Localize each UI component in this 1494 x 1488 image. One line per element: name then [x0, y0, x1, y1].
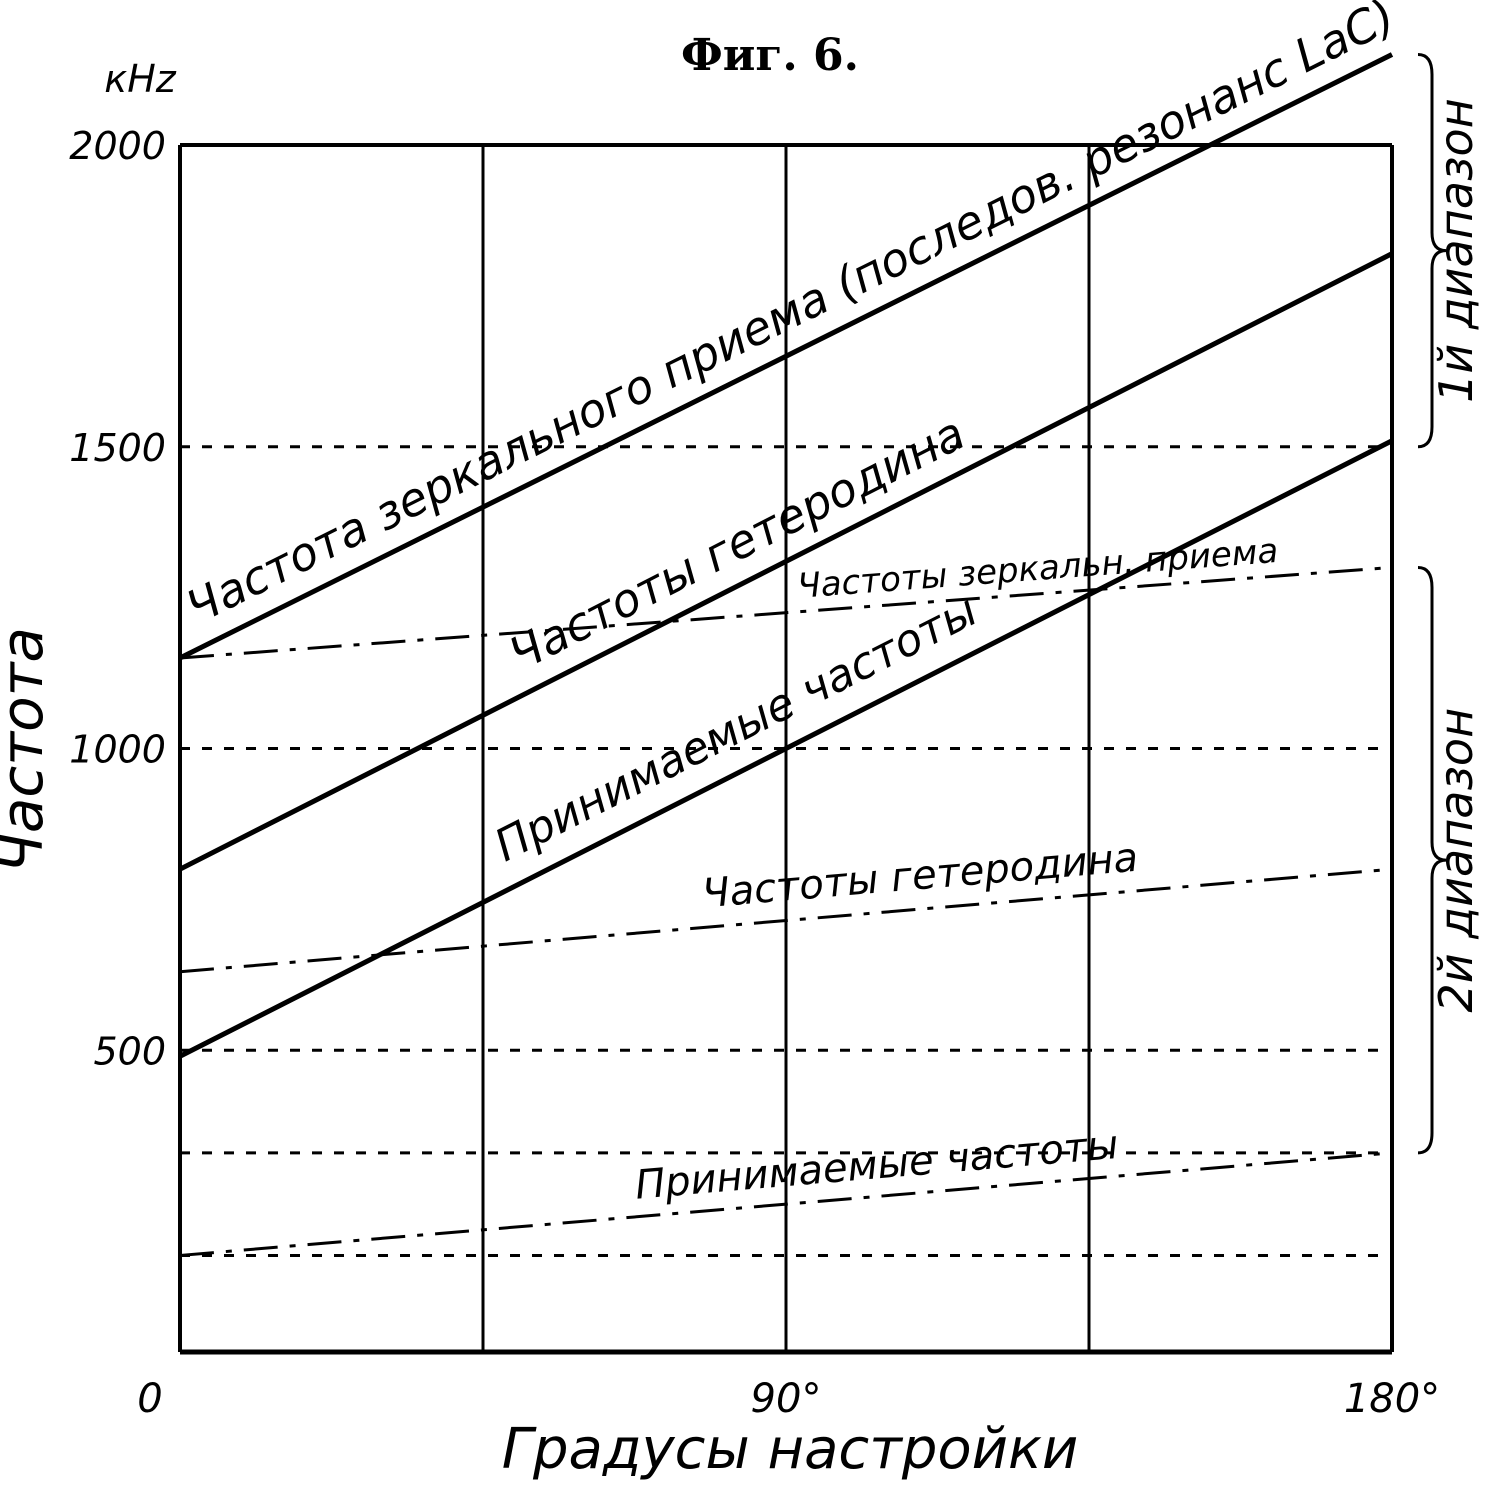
series-labels: Частота зеркального приема (последов. ре…: [178, 0, 1403, 1209]
x-tick-label: 0: [137, 1376, 162, 1422]
y-unit-label: кHz: [104, 57, 177, 101]
series-line: [178, 251, 1394, 872]
series-line: [179, 1151, 1393, 1257]
y-tick-label: 500: [93, 1029, 166, 1073]
y-tick-label: 2000: [69, 124, 166, 168]
x-tick-label: 90°: [751, 1376, 822, 1422]
range-brackets: 1й диапазон 2й диапазон: [1417, 52, 1483, 1155]
series-line: [179, 565, 1393, 660]
tick-labels: 500 1000 1500 2000 0 90° 180°: [69, 124, 1440, 1422]
range-bracket: [1417, 565, 1447, 1155]
range-label: 2й диапазон: [1429, 708, 1483, 1013]
y-axis-title: Частота: [0, 627, 56, 873]
series-line: [179, 867, 1393, 974]
y-tick-label: 1000: [69, 728, 166, 772]
figure-label: Фиг. 6.: [681, 30, 859, 81]
x-axis-title: Градусы настройки: [502, 1417, 1079, 1482]
y-tick-label: 1500: [69, 426, 166, 470]
series-label: Принимаемые частоты: [633, 1122, 1120, 1209]
range-bracket: [1417, 52, 1447, 449]
x-tick-label: 180°: [1344, 1376, 1440, 1422]
series-line: [178, 52, 1394, 661]
range-label: 1й диапазон: [1429, 98, 1483, 403]
series-layer: [178, 52, 1394, 1257]
series-label: Частоты гетеродина: [700, 835, 1139, 918]
